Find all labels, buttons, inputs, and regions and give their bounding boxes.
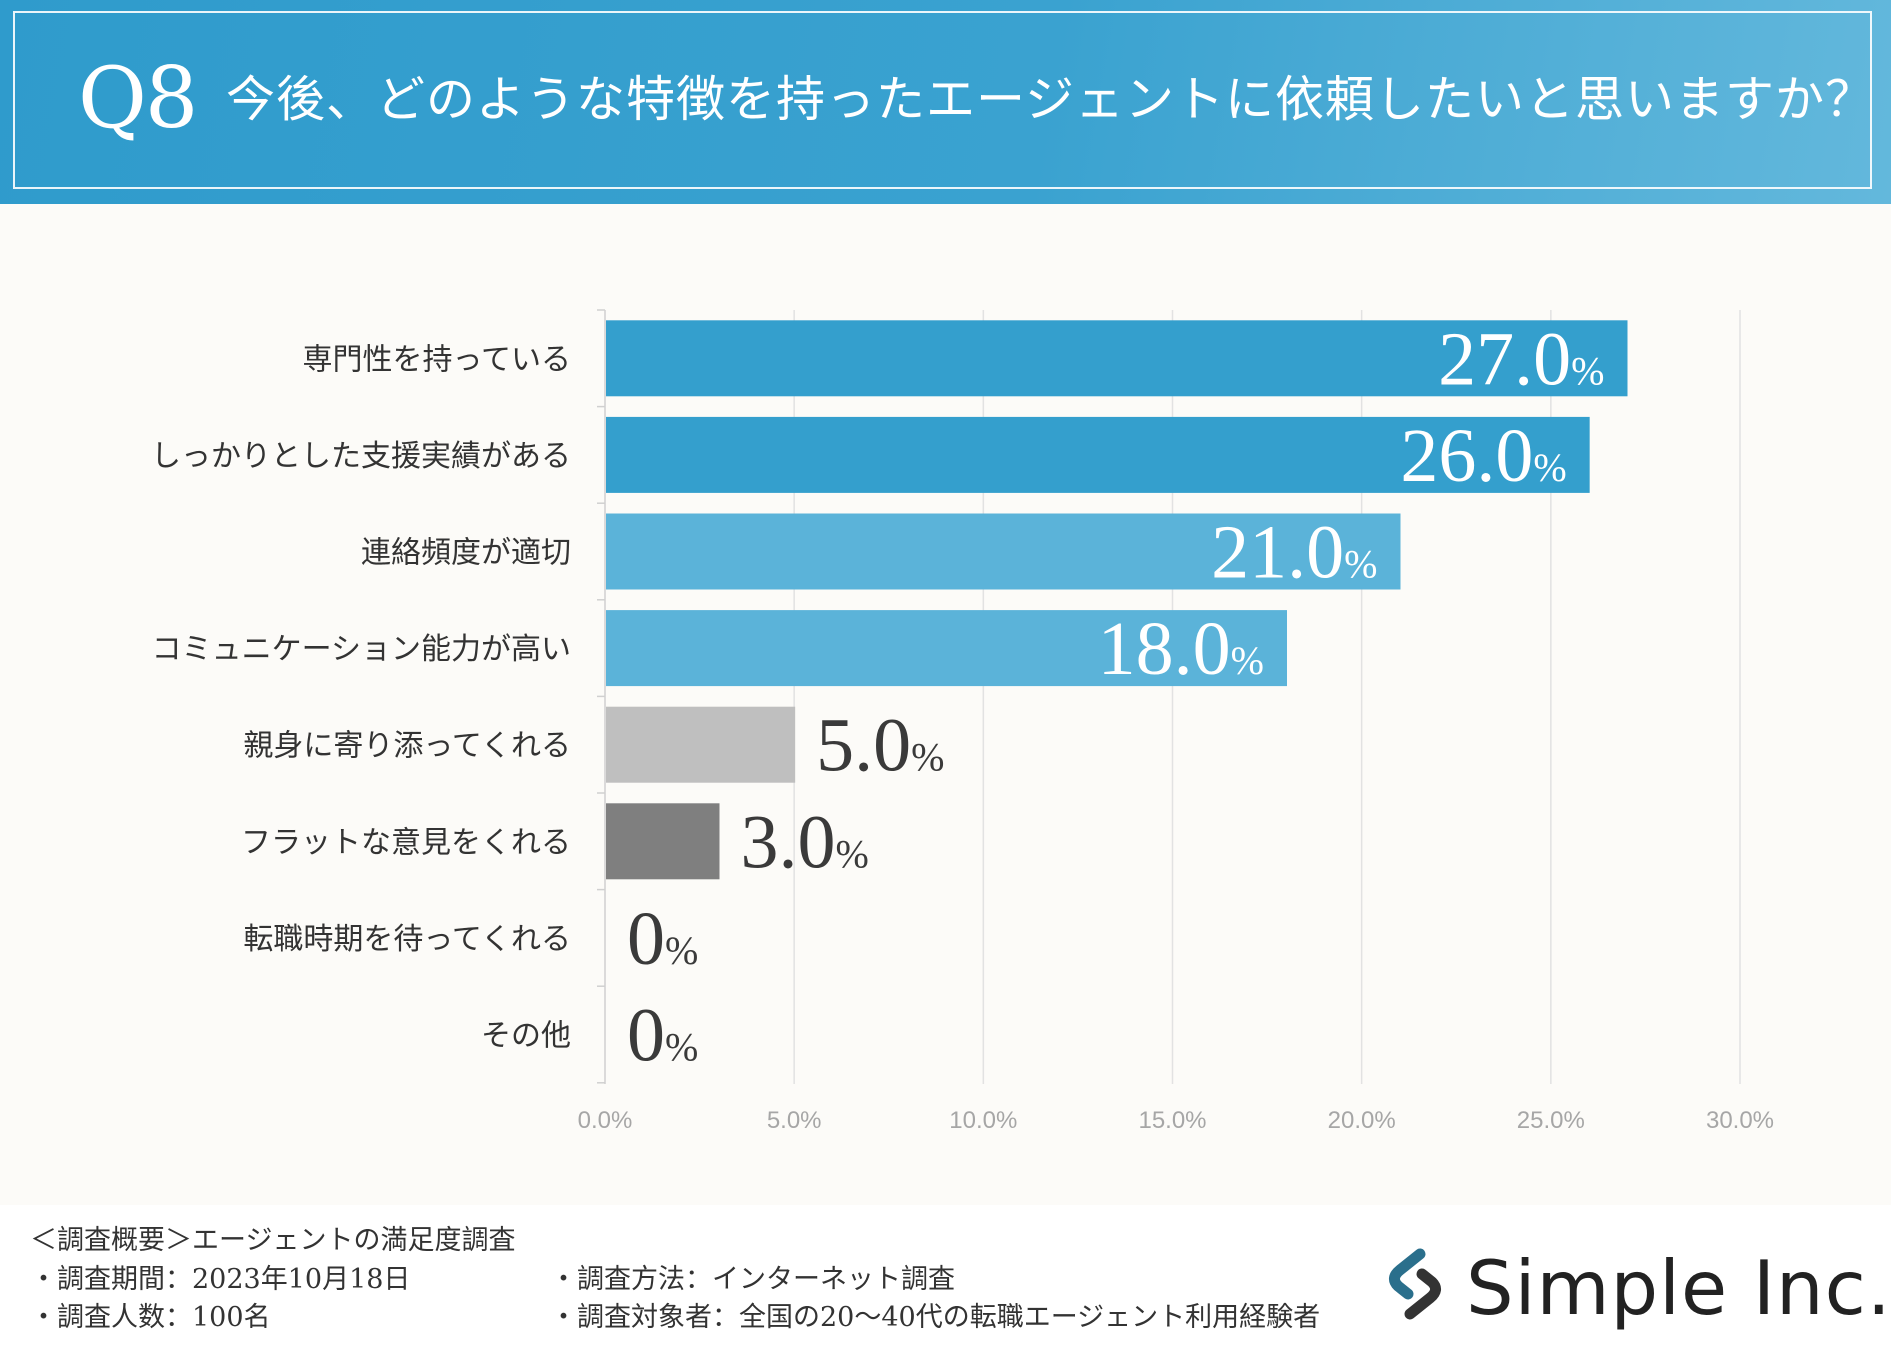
x-tick-label: 0.0% xyxy=(578,1107,633,1134)
value-label: 0% xyxy=(627,994,698,1078)
value-label: 27.0% xyxy=(1438,317,1604,401)
category-label: しっかりとした支援実績がある xyxy=(151,439,571,474)
value-label: 21.0% xyxy=(1211,511,1377,595)
x-tick-label: 25.0% xyxy=(1517,1107,1585,1134)
bar-chart: 0.0% 5.0% 10.0% 15.0% 20.0% 25.0% 30.0% 専門性を持って… xyxy=(151,309,1774,1134)
bar xyxy=(606,416,1590,493)
value-label: 5.0% xyxy=(816,704,944,788)
x-tick-label: 20.0% xyxy=(1328,1107,1396,1134)
value-label: 3.0% xyxy=(741,800,869,884)
value-label: 26.0% xyxy=(1400,414,1566,498)
header-frame xyxy=(13,11,1872,189)
bar xyxy=(606,513,1401,590)
header-banner: Q8 今後、どのような特徴を持ったエージェントに依頼したいと思いますか？ xyxy=(0,0,1891,204)
question-number: Q8 xyxy=(78,49,198,147)
survey-title: ＜調査概要＞エージェントの満足度調査 xyxy=(30,1225,516,1256)
simple-logo-icon xyxy=(1389,1248,1441,1320)
category-label: フラットな意見をくれる xyxy=(241,825,571,860)
question-title: 今後、どのような特徴を持ったエージェントに依頼したいと思いますか？ xyxy=(226,71,1876,128)
survey-target: ・調査対象者：全国の20〜40代の転職エージェント利用経験者 xyxy=(550,1302,1321,1333)
x-tick-label: 10.0% xyxy=(949,1107,1017,1134)
category-label: 連絡頻度が適切 xyxy=(361,536,571,571)
survey-count: ・調査人数：100名 xyxy=(30,1302,271,1333)
category-label: その他 xyxy=(481,1019,571,1054)
category-label: 転職時期を待ってくれる xyxy=(243,922,571,957)
value-label: 0% xyxy=(627,897,698,981)
value-label: 18.0% xyxy=(1098,607,1264,691)
bar xyxy=(606,803,720,880)
survey-period: ・調査期間：2023年10月18日 xyxy=(30,1264,411,1295)
x-tick-label: 15.0% xyxy=(1138,1107,1206,1134)
footer xyxy=(0,1205,1891,1350)
simple-logo-text: Simple Inc. xyxy=(1466,1244,1891,1332)
x-tick-label: 5.0% xyxy=(767,1107,822,1134)
bar xyxy=(606,320,1628,397)
x-tick-label: 30.0% xyxy=(1706,1107,1774,1134)
category-label: 親身に寄り添ってくれる xyxy=(243,729,571,764)
survey-method: ・調査方法：インターネット調査 xyxy=(550,1264,955,1295)
bar xyxy=(606,610,1287,687)
bar xyxy=(606,706,796,783)
category-label: コミュニケーション能力が高い xyxy=(152,632,571,667)
category-label: 専門性を持っている xyxy=(303,342,572,377)
